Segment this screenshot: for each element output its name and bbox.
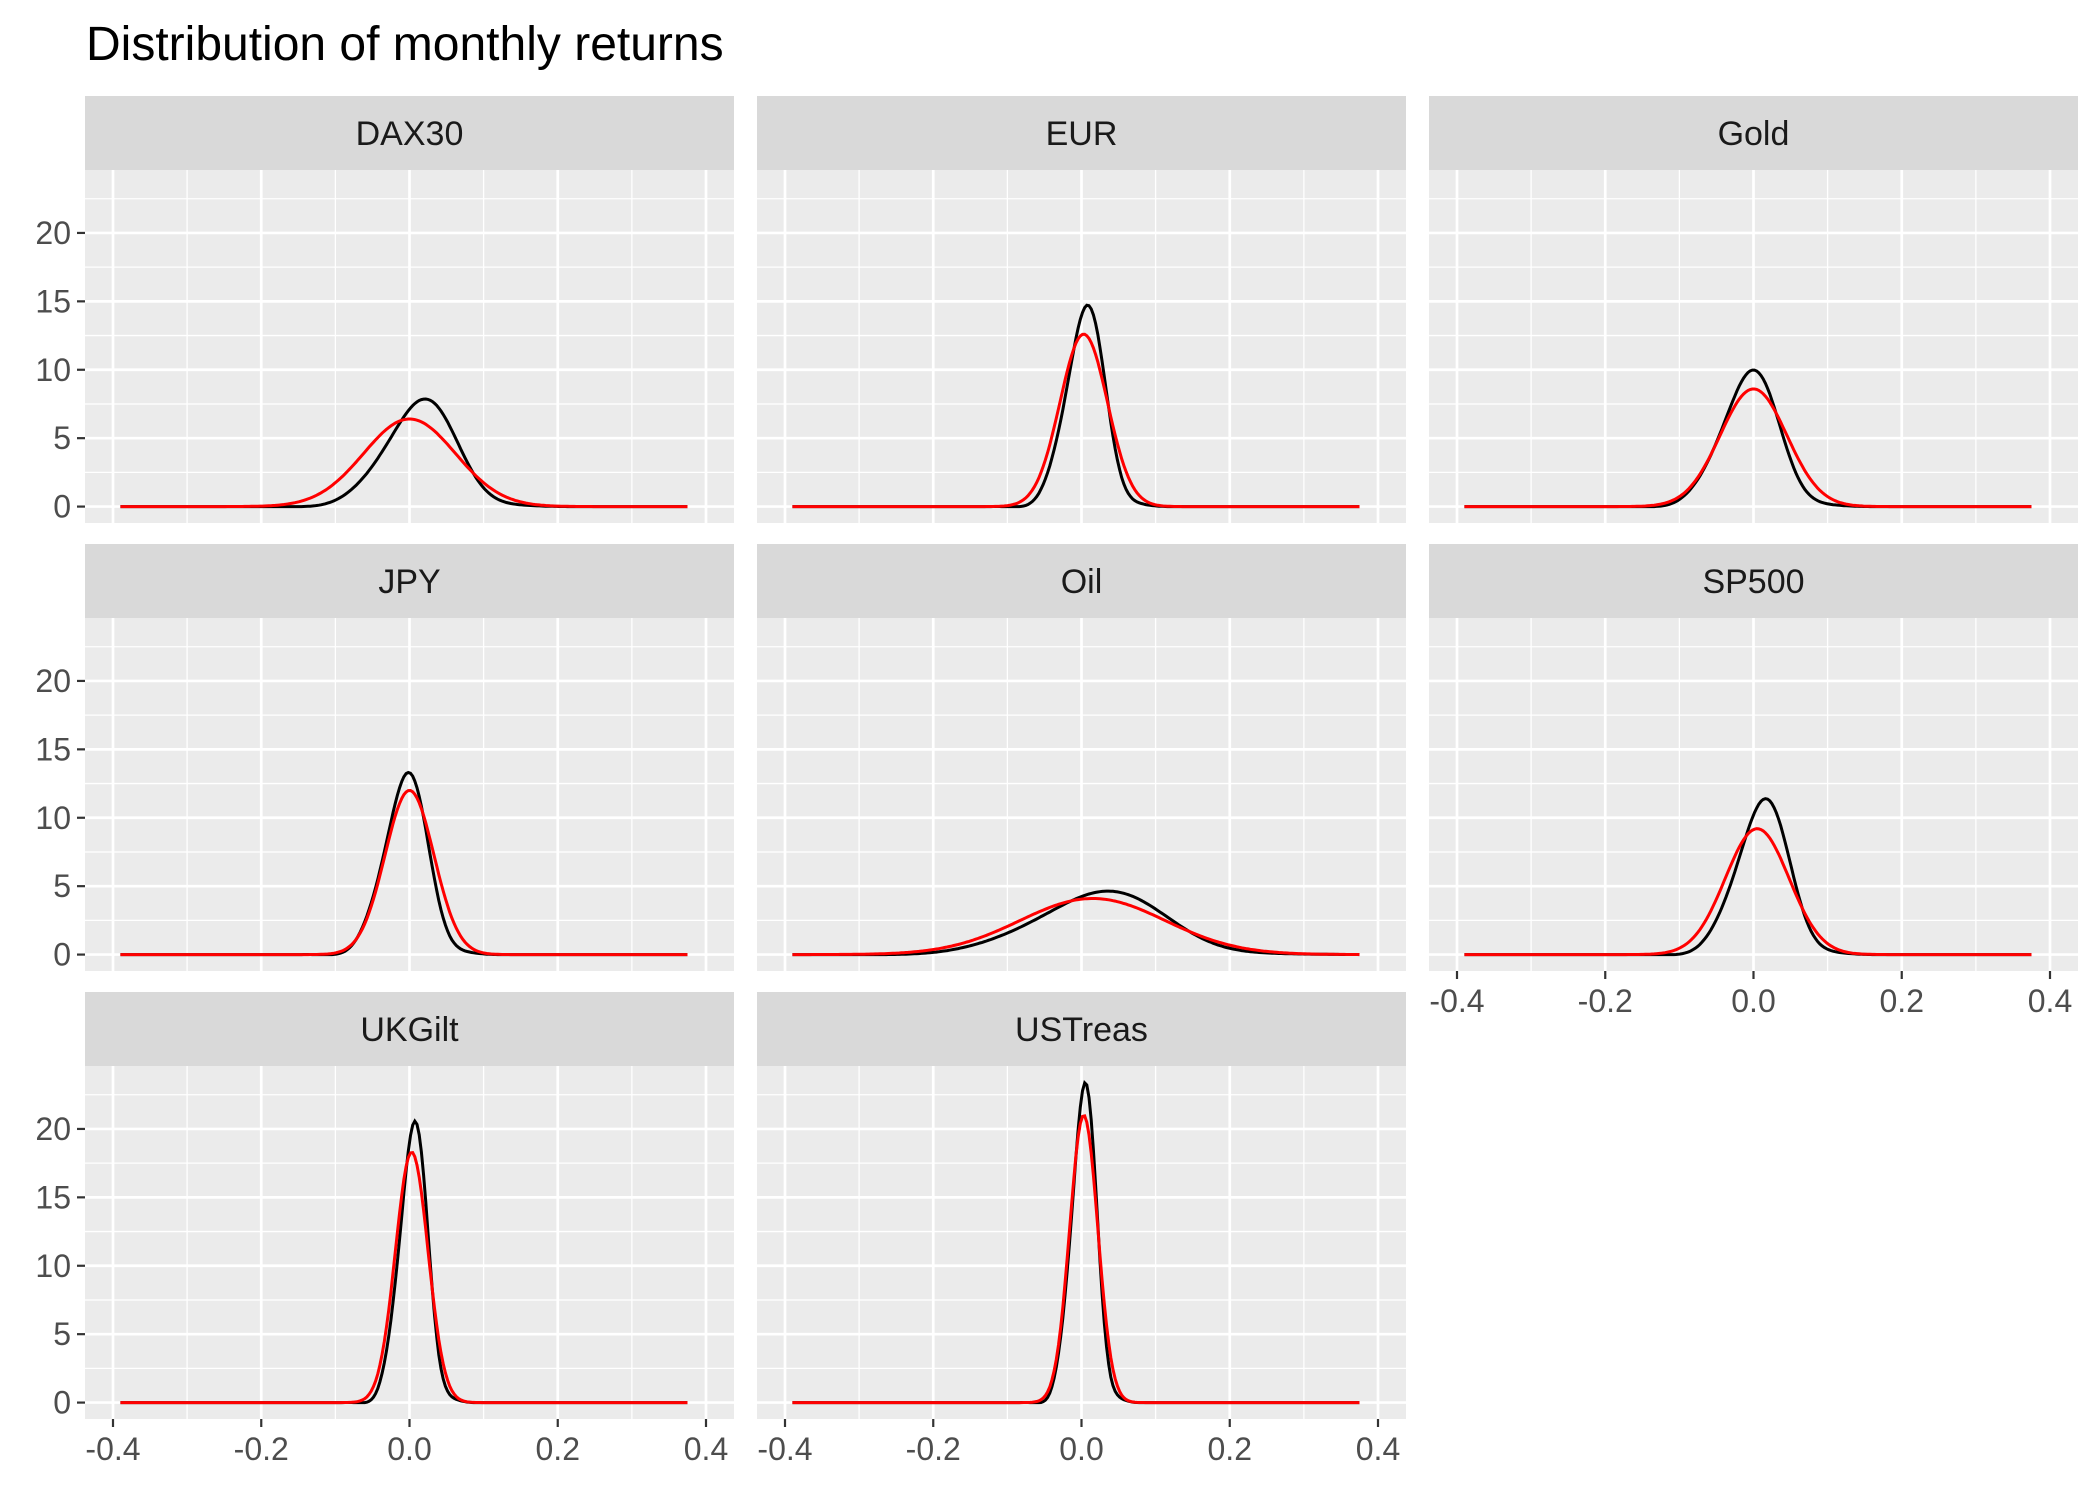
facet-sp500: SP500 -0.4 -0.2 0.0 0.2 0.4 [1429, 544, 2078, 1019]
normal-density-curve-dax30 [120, 417, 688, 509]
x-tick-label: -0.2 [234, 1431, 289, 1467]
strip-ukgilt [85, 992, 734, 1066]
y-tick-label: 5 [53, 868, 71, 904]
strip-label-eur: EUR [1046, 115, 1118, 153]
x-tick-label: 0.4 [684, 1431, 728, 1467]
facet-gold: Gold [1429, 96, 2078, 523]
x-tick-label: 0.0 [387, 1431, 431, 1467]
x-tick-label: 0.4 [2028, 983, 2072, 1019]
y-tick-label: 10 [35, 1248, 71, 1284]
y-tick-label: 10 [35, 800, 71, 836]
strip-gold [1429, 96, 2078, 170]
normal-density-curve-jpy [120, 788, 688, 957]
y-tick-label: 20 [35, 215, 71, 251]
y-tick-label: 10 [35, 352, 71, 388]
x-tick-label: 0.0 [1059, 1431, 1103, 1467]
chart-title: Distribution of monthly returns [86, 18, 724, 71]
x-tick-label: -0.2 [1578, 983, 1633, 1019]
strip-label-sp500: SP500 [1702, 563, 1804, 601]
y-tick-label: 15 [35, 731, 71, 767]
strip-jpy [85, 544, 734, 618]
y-tick-label: 15 [35, 1179, 71, 1215]
y-tick-label: 5 [53, 420, 71, 456]
x-tick-label: -0.2 [906, 1431, 961, 1467]
strip-label-ustreas: USTreas [1015, 1011, 1148, 1049]
facet-ustreas: USTreas -0.4 -0.2 0.0 0.2 0.4 [757, 992, 1406, 1467]
x-tick-label: -0.4 [85, 1431, 140, 1467]
normal-density-curve-ustreas [792, 1114, 1360, 1405]
normal-density-curve-sp500 [1464, 827, 2032, 957]
strip-ustreas [757, 992, 1406, 1066]
normal-density-curve-ukgilt [120, 1150, 688, 1405]
strip-label-gold: Gold [1718, 115, 1790, 153]
facet-dax30: DAX30 0 5 10 15 20 [35, 96, 734, 525]
x-tick-label: -0.4 [1429, 983, 1484, 1019]
strip-eur [757, 96, 1406, 170]
y-tick-label: 0 [53, 937, 71, 973]
strip-label-oil: Oil [1061, 563, 1103, 601]
facet-ukgilt: UKGilt 0 5 10 15 20 -0.4 -0.2 0.0 0.2 0.4 [35, 992, 734, 1467]
x-tick-label: 0.2 [1208, 1431, 1252, 1467]
strip-label-jpy: JPY [378, 563, 440, 601]
y-tick-label: 20 [35, 663, 71, 699]
x-tick-label: 0.0 [1731, 983, 1775, 1019]
y-tick-label: 0 [53, 1385, 71, 1421]
x-tick-label: 0.2 [536, 1431, 580, 1467]
facet-jpy: JPY 0 5 10 15 20 [35, 544, 734, 973]
normal-density-curve-eur [792, 332, 1360, 509]
y-tick-label: 0 [53, 489, 71, 525]
y-tick-label: 20 [35, 1111, 71, 1147]
strip-label-dax30: DAX30 [356, 115, 464, 153]
x-tick-label: -0.4 [757, 1431, 812, 1467]
facet-oil: Oil [757, 544, 1406, 971]
x-tick-label: 0.2 [1880, 983, 1924, 1019]
y-tick-label: 5 [53, 1316, 71, 1352]
y-tick-label: 15 [35, 283, 71, 319]
x-tick-label: 0.4 [1356, 1431, 1400, 1467]
strip-label-ukgilt: UKGilt [360, 1011, 459, 1049]
strip-oil [757, 544, 1406, 618]
strip-dax30 [85, 96, 734, 170]
strip-sp500 [1429, 544, 2078, 618]
normal-density-curve-gold [1464, 387, 2032, 509]
facet-eur: EUR [757, 96, 1406, 523]
facet-grid: DAX30 0 5 10 15 20 EUR Gold JPY 0 5 10 15 20 Oil SP500 -… [35, 96, 2078, 1467]
normal-density-curve-oil [792, 897, 1360, 957]
